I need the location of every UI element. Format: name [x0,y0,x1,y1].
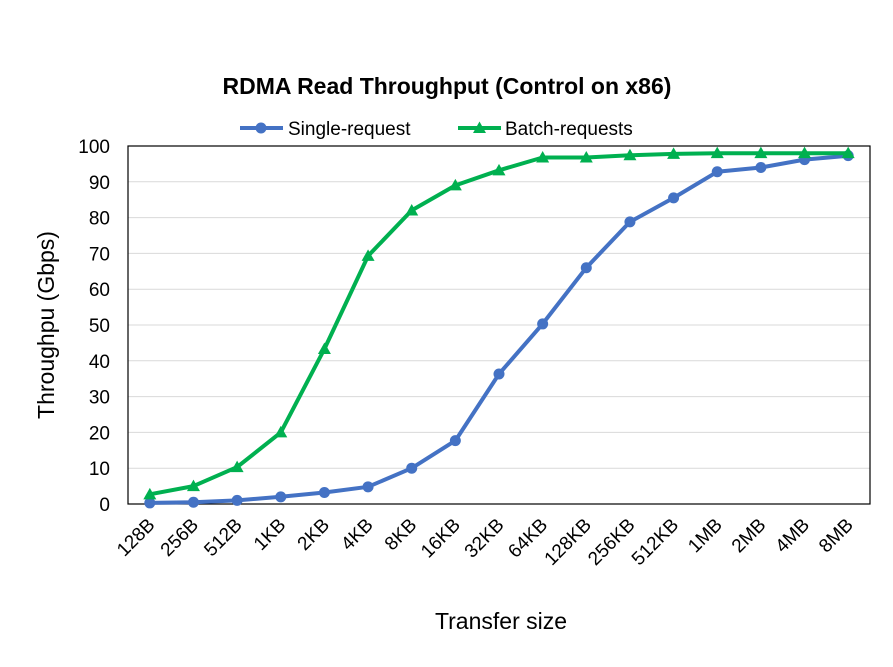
data-point-batch-requests [361,249,375,261]
data-point-batch-requests [841,146,855,159]
data-point-single-request [362,481,374,493]
data-point-batch-requests [798,146,812,159]
x-tick-label: 16KB [417,515,465,563]
data-point-single-request [231,494,243,506]
chart-title: RDMA Read Throughput (Control on x86) [223,73,672,99]
legend-label-batch-requests: Batch-requests [505,119,633,140]
data-point-single-request [406,462,418,474]
x-tick-label: 512KB [628,515,683,570]
series-line-batch-requests [147,151,851,497]
data-point-batch-requests [754,146,768,159]
data-point-single-request [668,192,680,204]
y-tick-label: 80 [89,209,110,230]
x-tick-label: 32KB [461,515,509,563]
y-tick-label: 70 [89,244,110,265]
x-tick-label: 8MB [815,515,857,557]
y-tick-label: 40 [89,352,110,373]
data-point-batch-requests [667,147,681,159]
data-point-single-request [537,318,549,330]
plot-border [127,145,871,505]
data-point-batch-requests [143,487,157,500]
data-point-batch-requests [405,203,419,216]
data-point-batch-requests [317,342,331,354]
data-point-single-request [711,166,723,178]
x-tick-label: 2MB [728,515,770,557]
data-point-batch-requests [492,163,506,176]
data-point-single-request [580,262,592,274]
legend-item-single-request: Single-request [240,119,411,140]
data-point-single-request [144,497,156,509]
data-point-batch-requests [186,479,200,492]
x-tick-label: 4MB [772,515,814,557]
x-tick-label: 128KB [541,515,596,570]
x-tick-label: 2KB [294,515,334,555]
legend-label-single-request: Single-request [288,119,411,140]
y-tick-label: 90 [89,173,110,194]
data-point-single-request [755,161,767,173]
x-tick-label: 1MB [684,515,726,557]
data-point-batch-requests [536,150,550,163]
legend-item-batch-requests: Batch-requests [458,119,633,140]
legend-marker-batch-requests [473,121,486,133]
data-point-single-request [624,216,636,228]
x-tick-label: 1KB [250,515,290,555]
x-tick-label: 512B [200,515,246,561]
data-point-single-request [275,491,287,503]
data-point-batch-requests [710,146,724,159]
data-point-single-request [318,487,330,499]
y-tick-label: 100 [78,137,110,158]
y-axis-label: Throughpu (Gbps) [33,231,59,419]
x-axis-label: Transfer size [435,608,567,634]
data-point-batch-requests [623,148,637,161]
x-tick-label: 8KB [381,515,421,555]
data-point-batch-requests [230,460,244,473]
x-tick-label: 128B [113,515,159,561]
data-point-single-request [449,435,461,447]
legend: Single-request Batch-requests [240,119,633,140]
data-point-single-request [493,368,505,380]
y-tick-label: 60 [89,280,110,301]
data-point-single-request [187,496,199,508]
y-tick-label: 0 [99,495,110,516]
data-point-batch-requests [579,150,593,163]
legend-marker-single-request [255,122,267,134]
x-tick-label: 256B [157,515,203,561]
x-tick-label: 256KB [584,515,639,570]
data-point-batch-requests [274,425,288,438]
y-tick-label: 10 [89,459,110,480]
y-tick-label: 50 [89,316,110,337]
y-tick-label: 30 [89,388,110,409]
data-point-batch-requests [448,178,462,191]
y-tick-label: 20 [89,423,110,444]
x-tick-label: 4KB [337,515,377,555]
